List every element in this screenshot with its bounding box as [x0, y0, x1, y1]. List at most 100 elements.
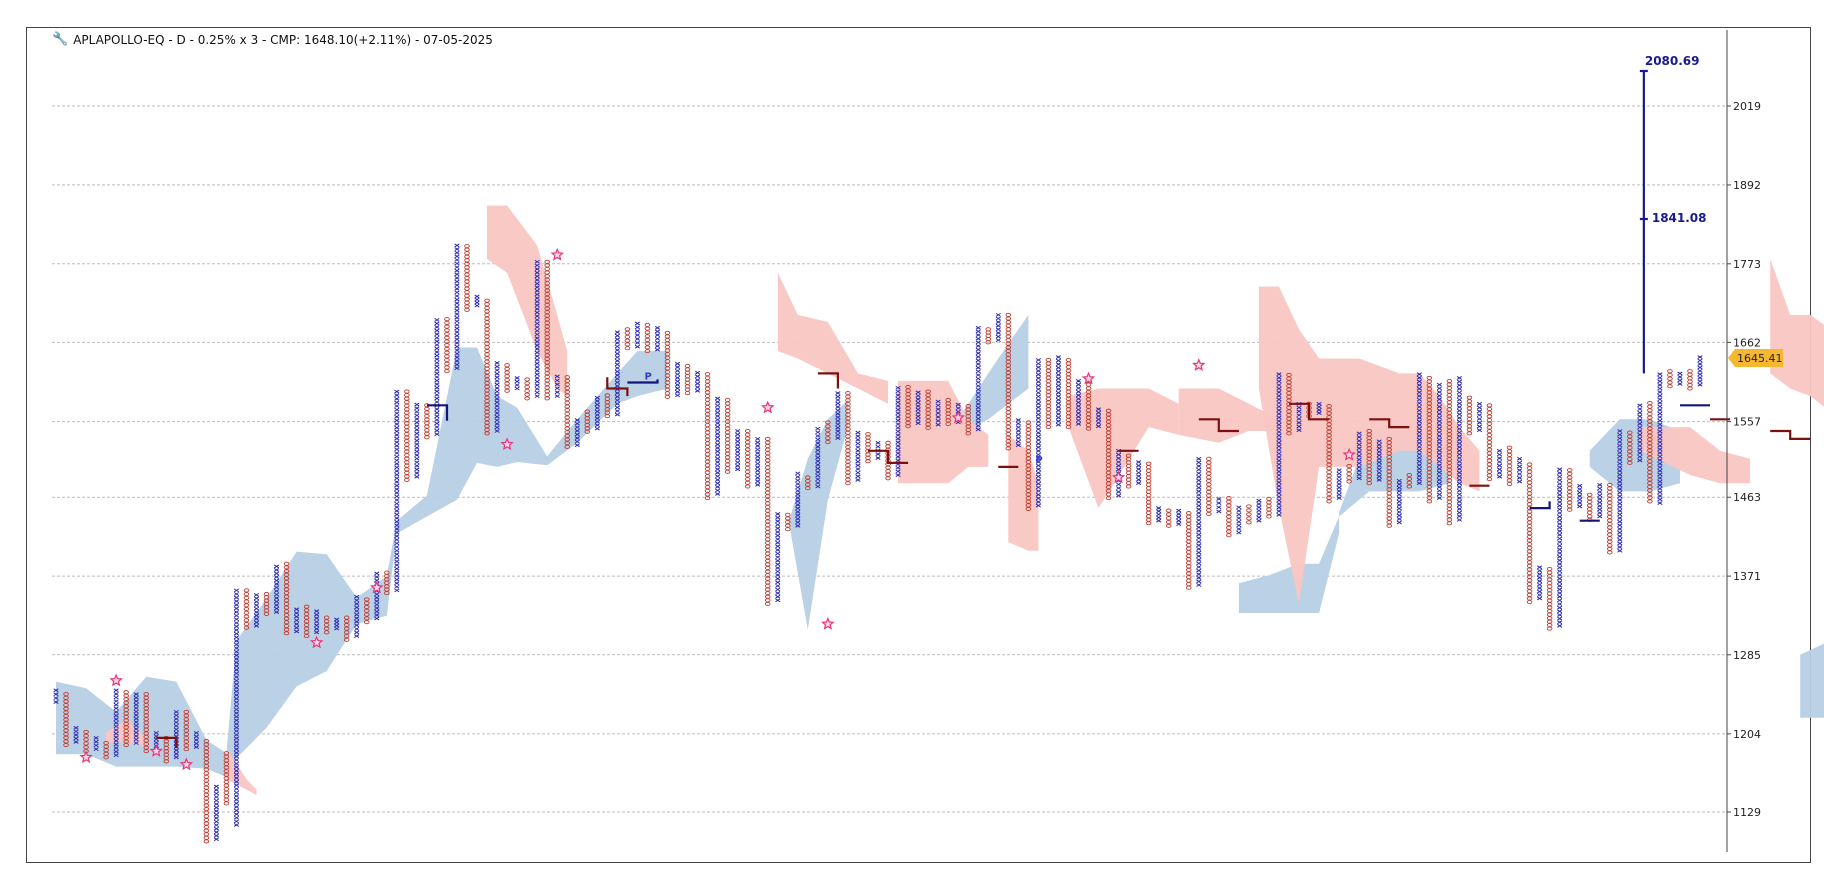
x-box	[775, 565, 781, 570]
target-label: 2080.69	[1645, 54, 1700, 68]
o-column	[524, 377, 530, 401]
x-column	[394, 389, 400, 593]
o-box	[1005, 410, 1012, 415]
x-box	[735, 446, 741, 451]
x-column	[1116, 448, 1122, 498]
x-box	[1617, 541, 1623, 546]
o-box	[1186, 557, 1192, 562]
trend-steps: PPPP	[156, 371, 1811, 749]
x-box	[1657, 461, 1663, 466]
x-box	[895, 396, 901, 401]
o-box	[1486, 440, 1493, 445]
x-box	[454, 301, 460, 306]
x-box	[273, 585, 280, 590]
x-box	[534, 307, 540, 311]
o-box	[704, 492, 711, 497]
o-box	[1486, 451, 1493, 456]
x-box	[434, 378, 440, 383]
x-box	[233, 693, 240, 697]
o-box	[985, 327, 992, 332]
o-box	[1566, 496, 1573, 501]
x-box	[434, 335, 440, 340]
o-column	[384, 570, 390, 596]
o-box	[1206, 467, 1212, 472]
x-box	[1677, 382, 1683, 386]
x-box	[1075, 379, 1082, 383]
x-box	[1336, 475, 1342, 480]
x-box	[53, 700, 59, 704]
x-box	[1617, 443, 1623, 448]
x-box	[1697, 382, 1703, 387]
x-box	[1075, 407, 1082, 412]
x-box	[494, 396, 500, 401]
x-box	[233, 689, 240, 694]
x-box	[1336, 492, 1342, 497]
o-box	[283, 609, 290, 614]
o-box	[764, 544, 771, 549]
x-box	[1136, 474, 1142, 479]
x-box	[434, 321, 440, 326]
o-box	[825, 424, 831, 429]
o-box	[1526, 473, 1533, 478]
o-box	[985, 330, 992, 335]
x-box	[1456, 423, 1462, 428]
x-box	[594, 416, 600, 421]
o-box	[564, 389, 570, 394]
x-box	[1436, 488, 1442, 493]
x-box	[314, 630, 320, 635]
x-box	[1617, 465, 1623, 470]
o-box	[464, 268, 470, 273]
x-column	[1095, 407, 1102, 429]
x-box	[1095, 420, 1102, 425]
x-box	[394, 490, 400, 495]
x-box	[1416, 379, 1422, 384]
x-box	[1617, 487, 1623, 491]
y-tick-label: 1662	[1733, 336, 1761, 349]
o-box	[424, 417, 430, 422]
x-box	[895, 393, 901, 397]
x-box	[1496, 463, 1503, 468]
o-box	[1326, 459, 1332, 464]
o-box	[404, 438, 410, 444]
o-box	[203, 832, 210, 837]
o-box	[1526, 589, 1533, 594]
o-box	[1045, 396, 1052, 401]
x-box	[1557, 616, 1563, 621]
o-box	[1326, 473, 1332, 478]
p-label: P	[644, 371, 651, 382]
x-box	[715, 407, 721, 411]
x-box	[1537, 586, 1543, 590]
x-box	[193, 745, 199, 749]
x-box	[1456, 390, 1462, 395]
y-tick-label: 1463	[1733, 491, 1761, 504]
wrench-icon[interactable]: 🔧	[52, 32, 69, 47]
x-box	[855, 474, 861, 479]
x-box	[354, 609, 360, 613]
x-box	[233, 765, 240, 770]
o-box	[1045, 361, 1052, 366]
o-box	[183, 735, 190, 740]
o-box	[704, 452, 711, 457]
o-box	[1446, 485, 1453, 490]
o-column	[63, 692, 69, 748]
x-box	[434, 407, 440, 412]
o-box	[845, 463, 851, 468]
x-box	[1537, 589, 1543, 594]
o-box	[143, 749, 149, 754]
x-box	[1617, 530, 1623, 535]
x-box	[1236, 512, 1242, 517]
o-box	[123, 742, 129, 748]
x-box	[133, 706, 139, 711]
x-box	[755, 468, 761, 473]
x-box	[1617, 519, 1623, 524]
x-box	[213, 788, 219, 792]
o-box	[764, 458, 771, 463]
x-box	[213, 784, 219, 789]
x-box	[1376, 453, 1382, 458]
x-box	[434, 350, 440, 354]
o-box	[484, 334, 490, 339]
x-box	[795, 509, 801, 514]
x-box	[654, 329, 661, 334]
o-box	[1045, 368, 1052, 373]
x-box	[855, 430, 861, 435]
